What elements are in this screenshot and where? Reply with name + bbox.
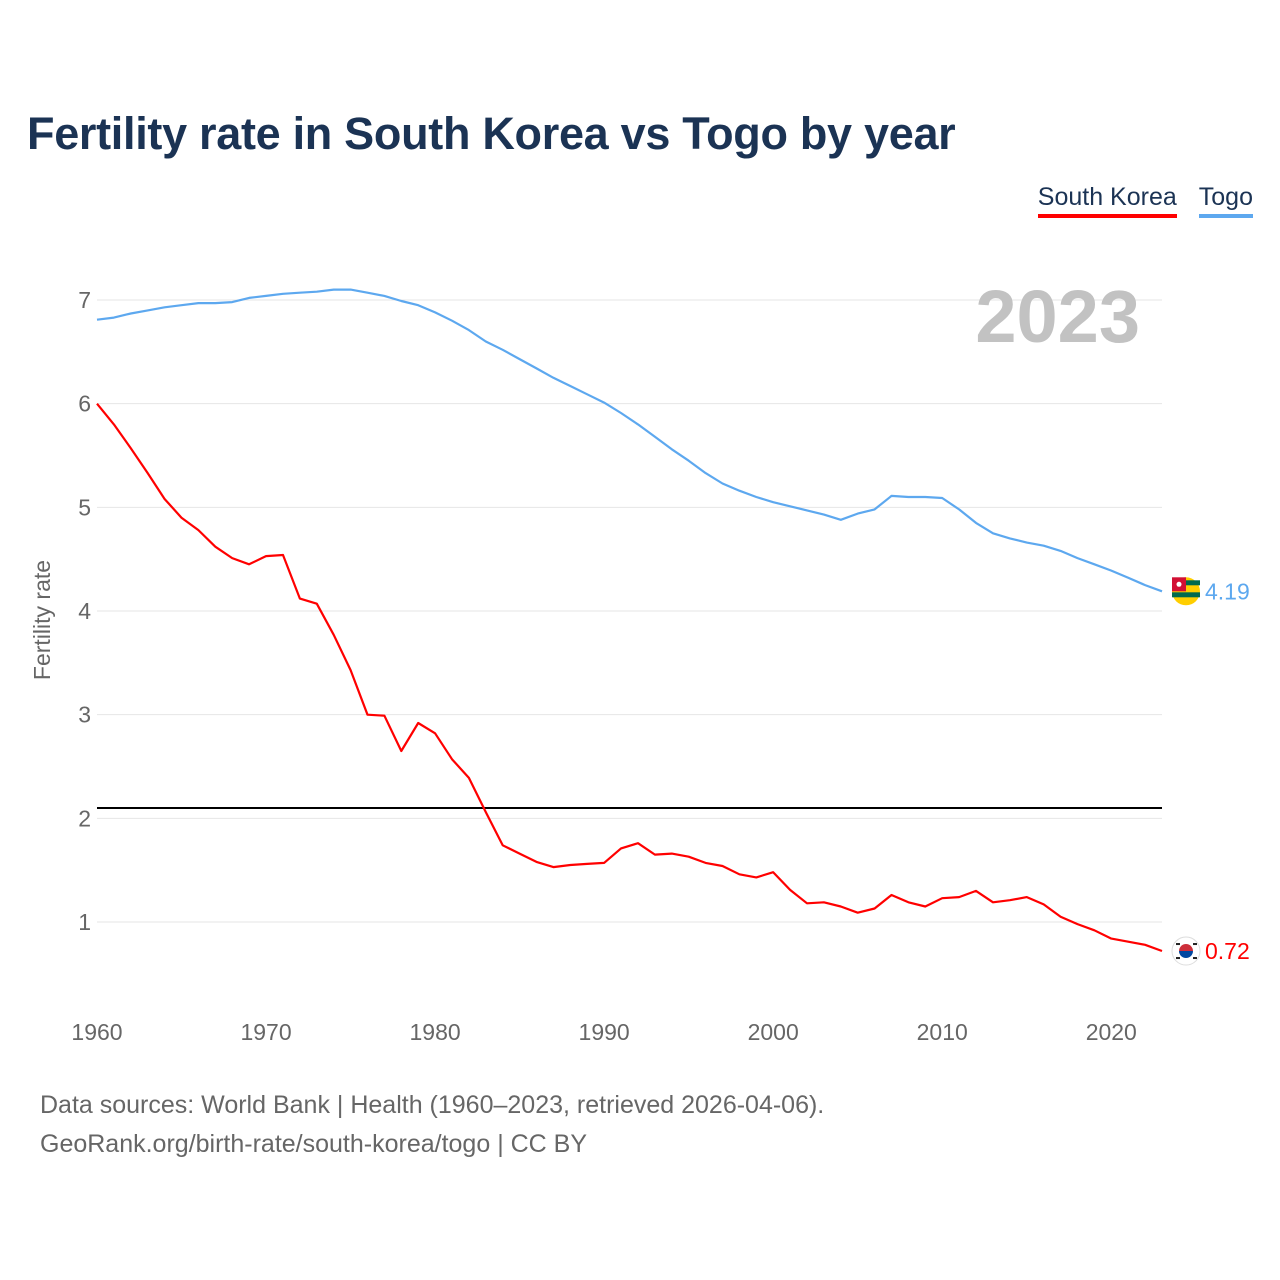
x-tick-label: 2020 xyxy=(1086,1019,1137,1045)
x-tick-label: 1980 xyxy=(410,1019,461,1045)
flag-trigram xyxy=(1193,943,1197,946)
flag-star xyxy=(1176,581,1182,587)
togo-flag-icon xyxy=(1172,577,1200,606)
legend-item-togo[interactable]: Togo xyxy=(1198,183,1253,218)
y-tick-label: 6 xyxy=(78,391,91,417)
flag-trigram xyxy=(1176,957,1180,960)
x-tick-label: 1990 xyxy=(579,1019,630,1045)
flag-trigram xyxy=(1193,957,1197,960)
series-line-south-korea xyxy=(96,403,1163,953)
x-tick-label: 1970 xyxy=(240,1019,291,1045)
flag-trigram xyxy=(1176,943,1180,946)
series-line-togo xyxy=(96,288,1163,593)
source-link[interactable]: GeoRank.org/birth-rate/south-korea/togo … xyxy=(40,1130,588,1158)
y-axis-label: Fertility rate xyxy=(29,560,55,680)
year-display: 2023 xyxy=(975,275,1140,358)
x-tick-label: 2010 xyxy=(917,1019,968,1045)
legend-item-south-korea[interactable]: South Korea xyxy=(1037,183,1177,218)
flag-taeguk-blue xyxy=(1179,951,1193,959)
y-tick-label: 1 xyxy=(78,909,91,935)
y-tick-label: 5 xyxy=(78,494,91,520)
chart-title: Fertility rate in South Korea vs Togo by… xyxy=(27,108,956,159)
legend: South Korea Togo xyxy=(1037,183,1253,218)
y-tick-label: 2 xyxy=(78,805,91,831)
footer: Data sources: World Bank | Health (1960–… xyxy=(40,1086,824,1164)
y-tick-label: 4 xyxy=(78,598,91,624)
end-value-label: 0.72 xyxy=(1205,938,1250,964)
end-value-label: 4.19 xyxy=(1205,578,1250,604)
y-tick-label: 7 xyxy=(78,287,91,313)
flag-taeguk-red xyxy=(1179,944,1193,952)
x-tick-label: 2000 xyxy=(748,1019,799,1045)
x-tick-label: 1960 xyxy=(71,1019,122,1045)
data-source-note: Data sources: World Bank | Health (1960–… xyxy=(40,1091,825,1119)
y-tick-label: 3 xyxy=(78,702,91,728)
flag-stripe xyxy=(1172,592,1200,598)
south-korea-flag-icon xyxy=(1171,936,1201,966)
